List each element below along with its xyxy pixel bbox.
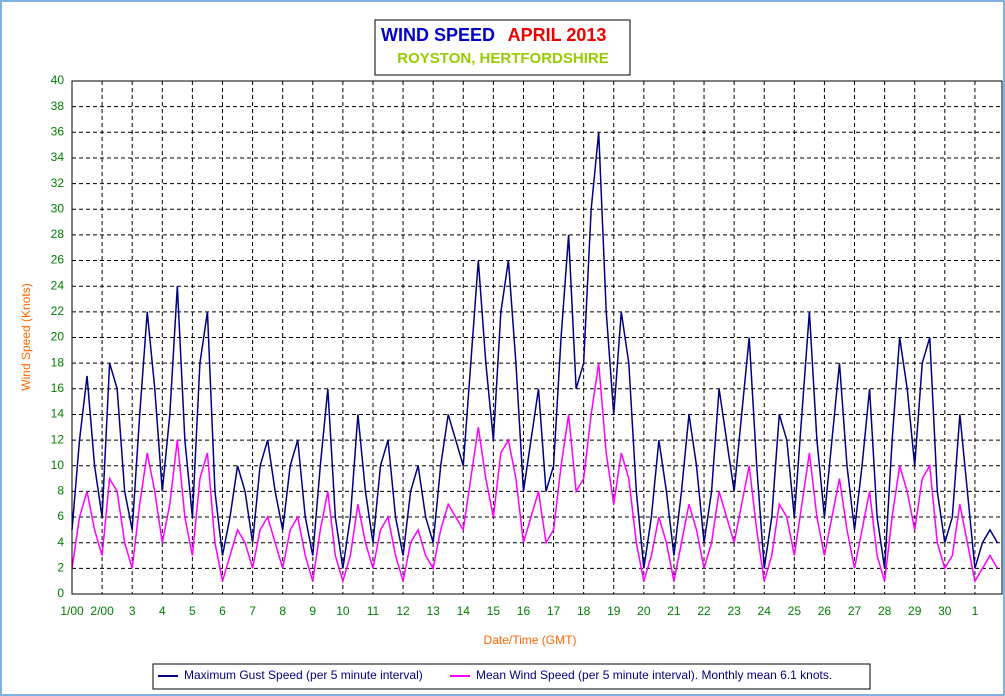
x-tick-label: 21 [667, 604, 681, 618]
y-tick-label: 36 [51, 124, 65, 138]
y-tick-label: 6 [57, 509, 64, 523]
series-line [71, 363, 999, 584]
x-tick-label: 28 [878, 604, 892, 618]
x-tick-label: 1/00 [60, 604, 84, 618]
x-tick-label: 14 [457, 604, 471, 618]
y-tick-label: 14 [51, 407, 65, 421]
y-tick-label: 26 [51, 253, 65, 267]
x-tick-label: 4 [159, 604, 166, 618]
y-tick-label: 2 [57, 561, 64, 575]
y-tick-label: 28 [51, 227, 65, 241]
x-tick-label: 27 [848, 604, 862, 618]
x-tick-label: 3 [129, 604, 136, 618]
chart-subtitle: ROYSTON, HERTFORDSHIRE [397, 50, 608, 67]
y-axis-label: Wind Speed (Knots) [19, 283, 33, 390]
series-line [71, 132, 999, 569]
x-tick-label: 18 [577, 604, 591, 618]
legend-box [152, 663, 871, 690]
y-tick-label: 24 [51, 278, 65, 292]
y-tick-label: 38 [51, 99, 65, 113]
x-tick-label: 24 [758, 604, 772, 618]
x-tick-label: 11 [367, 604, 380, 618]
x-tick-label: 8 [279, 604, 286, 618]
y-tick-label: 0 [57, 586, 64, 600]
x-tick-label: 9 [309, 604, 316, 618]
x-tick-label: 17 [547, 604, 561, 618]
x-tick-label: 26 [818, 604, 832, 618]
y-tick-label: 4 [57, 535, 64, 549]
x-axis-label: Date/Time (GMT) [484, 633, 577, 647]
chart-title-date: APRIL 2013 [508, 25, 607, 45]
x-tick-label: 2/00 [90, 604, 114, 618]
x-tick-label: 10 [336, 604, 350, 618]
x-tick-label: 20 [637, 604, 651, 618]
legend-label: Maximum Gust Speed (per 5 minute interva… [184, 668, 423, 682]
y-tick-label: 8 [57, 484, 64, 498]
x-tick-label: 29 [908, 604, 922, 618]
y-tick-label: 12 [51, 432, 65, 446]
x-tick-label: 22 [697, 604, 711, 618]
chart-title: WIND SPEED [381, 25, 495, 45]
x-tick-label: 7 [249, 604, 256, 618]
y-tick-label: 10 [51, 458, 65, 472]
legend-label: Mean Wind Speed (per 5 minute interval).… [476, 668, 832, 682]
y-tick-label: 34 [51, 150, 65, 164]
x-tick-label: 12 [396, 604, 410, 618]
x-tick-label: 1 [972, 604, 979, 618]
x-tick-label: 5 [189, 604, 196, 618]
x-tick-label: 19 [607, 604, 621, 618]
y-tick-label: 32 [51, 176, 65, 190]
y-tick-label: 18 [51, 355, 65, 369]
y-tick-label: 30 [51, 201, 65, 215]
y-tick-label: 40 [51, 73, 65, 87]
x-tick-label: 16 [517, 604, 531, 618]
x-tick-label: 30 [938, 604, 952, 618]
y-tick-label: 22 [51, 304, 65, 318]
x-tick-label: 25 [788, 604, 802, 618]
title-box [374, 19, 631, 76]
plot-border [71, 80, 1003, 595]
x-tick-label: 23 [727, 604, 741, 618]
x-tick-label: 6 [219, 604, 226, 618]
x-tick-label: 15 [487, 604, 501, 618]
y-tick-label: 20 [51, 330, 65, 344]
x-tick-label: 13 [426, 604, 440, 618]
y-tick-label: 16 [51, 381, 65, 395]
